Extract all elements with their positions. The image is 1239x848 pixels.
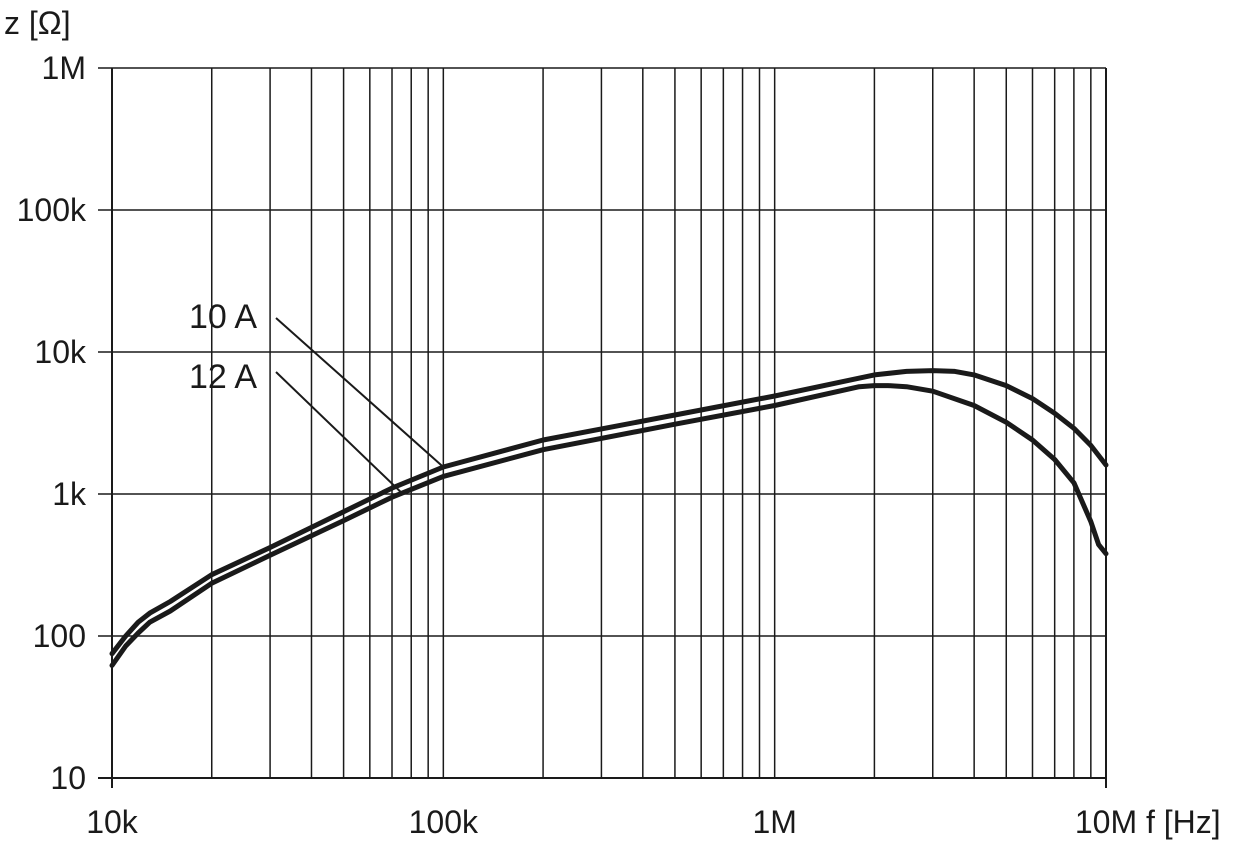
x-tick-label: 10k	[86, 804, 139, 840]
x-tick-label: 10M	[1075, 804, 1137, 840]
plot-frame	[98, 68, 1107, 788]
y-tick-label: 1k	[52, 476, 87, 512]
chart-grid	[98, 67, 1106, 779]
y-tick-label: 100k	[17, 192, 87, 228]
y-tick-label: 100	[33, 618, 86, 654]
y-tick-label: 1M	[42, 50, 86, 86]
y-axis-label: z [Ω]	[4, 5, 71, 41]
x-tick-label: 1M	[752, 804, 796, 840]
y-tick-label: 10	[50, 760, 86, 796]
x-tick-label: 100k	[409, 804, 479, 840]
series-line-12a	[109, 383, 1109, 668]
label-12a: 12 A	[189, 358, 257, 396]
leader-line-12a	[275, 371, 403, 494]
y-tick-label: 10k	[34, 334, 87, 370]
annotation-leaders	[275, 317, 444, 494]
leader-line-10a	[275, 317, 444, 468]
x-tick-labels: 10k 100k 1M 10M	[86, 804, 1137, 840]
series-line-10a	[109, 368, 1109, 657]
y-tick-labels: 10 100 1k 10k 100k 1M	[17, 50, 87, 796]
x-axis-label: f [Hz]	[1146, 804, 1221, 840]
label-10a: 10 A	[189, 298, 257, 336]
chart-series	[109, 368, 1109, 668]
